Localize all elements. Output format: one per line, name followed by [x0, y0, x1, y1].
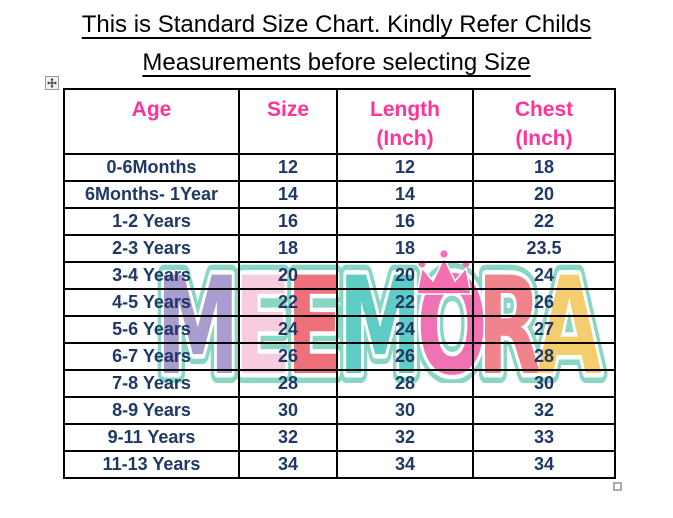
table-row: 11-13 Years 34 34 34	[63, 450, 616, 479]
title-line-2: Measurements before selecting Size	[142, 49, 531, 76]
column-header-chest: Chest (Inch)	[472, 88, 616, 155]
age-cell: 6Months- 1Year	[63, 180, 240, 209]
chest-cell: 20	[472, 180, 616, 209]
table-row: 6Months- 1Year 14 14 20	[63, 180, 616, 209]
length-cell: 14	[336, 180, 474, 209]
age-cell: 4-5 Years	[63, 288, 240, 317]
length-cell: 34	[336, 450, 474, 479]
table-row: 0-6Months 12 12 18	[63, 153, 616, 182]
age-cell: 2-3 Years	[63, 234, 240, 263]
chest-cell: 22	[472, 207, 616, 236]
title-line-1: This is Standard Size Chart. Kindly Refe…	[81, 11, 592, 38]
column-label: Size	[266, 98, 310, 121]
length-cell: 28	[336, 369, 474, 398]
chest-cell: 23.5	[472, 234, 616, 263]
chest-cell: 24	[472, 261, 616, 290]
table-move-handle[interactable]	[45, 76, 59, 90]
header-row: Age Size Length (Inch) Chest (Inch)	[63, 88, 616, 155]
age-cell: 3-4 Years	[63, 261, 240, 290]
chest-cell: 33	[472, 423, 616, 452]
table-row: 8-9 Years 30 30 32	[63, 396, 616, 425]
size-cell: 34	[238, 450, 338, 479]
table-row: 3-4 Years 20 20 24	[63, 261, 616, 290]
length-cell: 26	[336, 342, 474, 371]
column-unit: (Inch)	[515, 127, 573, 150]
size-chart-table: Age Size Length (Inch) Chest (Inch)	[63, 88, 616, 479]
length-cell: 22	[336, 288, 474, 317]
size-cell: 28	[238, 369, 338, 398]
age-cell: 7-8 Years	[63, 369, 240, 398]
age-cell: 9-11 Years	[63, 423, 240, 452]
length-cell: 12	[336, 153, 474, 182]
table-row: 1-2 Years 16 16 22	[63, 207, 616, 236]
column-label: Age	[131, 98, 172, 121]
size-cell: 30	[238, 396, 338, 425]
table-row: 5-6 Years 24 24 27	[63, 315, 616, 344]
chest-cell: 18	[472, 153, 616, 182]
size-cell: 32	[238, 423, 338, 452]
age-cell: 6-7 Years	[63, 342, 240, 371]
table-row: 9-11 Years 32 32 33	[63, 423, 616, 452]
column-header-size: Size	[238, 88, 338, 155]
column-header-age: Age	[63, 88, 240, 155]
column-label: Length	[370, 98, 440, 121]
column-header-length: Length (Inch)	[336, 88, 474, 155]
table-row: 2-3 Years 18 18 23.5	[63, 234, 616, 263]
table-resize-handle[interactable]	[613, 482, 622, 491]
age-cell: 1-2 Years	[63, 207, 240, 236]
size-cell: 22	[238, 288, 338, 317]
chest-cell: 30	[472, 369, 616, 398]
length-cell: 24	[336, 315, 474, 344]
size-cell: 12	[238, 153, 338, 182]
column-label: Chest	[514, 98, 574, 121]
size-cell: 16	[238, 207, 338, 236]
length-cell: 20	[336, 261, 474, 290]
chest-cell: 27	[472, 315, 616, 344]
table-row: 6-7 Years 26 26 28	[63, 342, 616, 371]
chest-cell: 32	[472, 396, 616, 425]
column-unit: (Inch)	[376, 127, 434, 150]
size-cell: 24	[238, 315, 338, 344]
age-cell: 0-6Months	[63, 153, 240, 182]
table-row: 7-8 Years 28 28 30	[63, 369, 616, 398]
age-cell: 5-6 Years	[63, 315, 240, 344]
table-row: 4-5 Years 22 22 26	[63, 288, 616, 317]
chest-cell: 28	[472, 342, 616, 371]
age-cell: 11-13 Years	[63, 450, 240, 479]
length-cell: 18	[336, 234, 474, 263]
age-cell: 8-9 Years	[63, 396, 240, 425]
four-headed-arrow-icon	[47, 78, 57, 88]
size-cell: 18	[238, 234, 338, 263]
size-cell: 14	[238, 180, 338, 209]
size-cell: 26	[238, 342, 338, 371]
page-title: This is Standard Size Chart. Kindly Refe…	[0, 6, 673, 82]
length-cell: 32	[336, 423, 474, 452]
chest-cell: 26	[472, 288, 616, 317]
chest-cell: 34	[472, 450, 616, 479]
length-cell: 16	[336, 207, 474, 236]
length-cell: 30	[336, 396, 474, 425]
size-cell: 20	[238, 261, 338, 290]
